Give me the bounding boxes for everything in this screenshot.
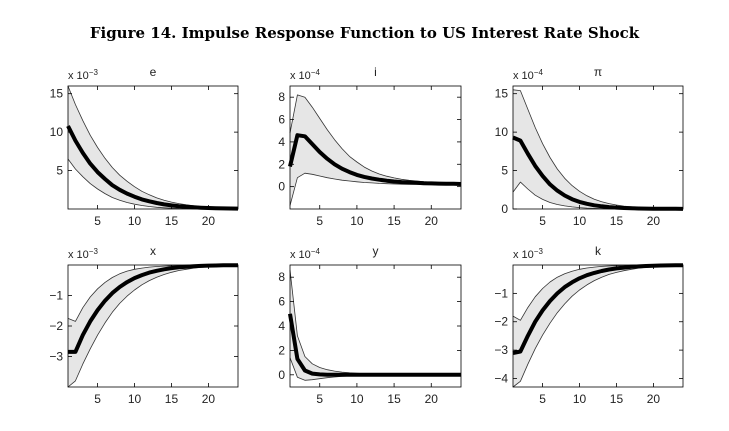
axis-exponent-label: x 10−3 (68, 247, 98, 261)
x-tick-label: 15 (610, 214, 624, 228)
x-tick-label: 15 (387, 392, 401, 406)
axes-frame (289, 85, 462, 210)
axis-exponent-value: −3 (89, 247, 99, 256)
y-tick-label: 4 (278, 319, 285, 333)
y-tick-label: 15 (495, 87, 509, 101)
y-tick-label: 6 (278, 113, 285, 127)
confidence-band (68, 265, 238, 387)
impulse-response-line (66, 125, 239, 211)
panel-2: 5 10 15 20 0 2 4 6 8 x 10−4 i (278, 65, 462, 228)
x-tick-label: 5 (316, 392, 323, 406)
upper-bound-line (289, 269, 461, 376)
y-tick-label: 4 (278, 135, 285, 149)
x-tick-label: 10 (573, 392, 587, 406)
panel-3: 5 10 15 20 0 5 10 15 x 10−4 π (495, 65, 684, 228)
panel-4: 5 10 15 20 −3 −2 −1 x 10−3 x (49, 244, 239, 406)
y-tick-label: 15 (50, 87, 64, 101)
axis-exponent-label: x 10−3 (68, 68, 98, 82)
y-tick-label: 0 (278, 180, 285, 194)
confidence-band (513, 265, 683, 387)
y-tick-label: −1 (494, 286, 508, 300)
x-tick-label: 5 (94, 392, 101, 406)
confidence-band (290, 94, 461, 206)
impulse-response-line (512, 263, 684, 355)
panel-title: y (373, 244, 379, 258)
x-tick-label: 20 (202, 392, 216, 406)
panel-title: x (150, 244, 156, 258)
axis-exponent-value: −4 (311, 247, 321, 256)
confidence-band (513, 89, 683, 209)
y-tick-label: 8 (278, 90, 285, 104)
panel-title: π (594, 65, 602, 79)
panel-title: e (150, 65, 157, 79)
axes-frame (512, 264, 684, 388)
axes-frame (67, 85, 239, 210)
x-tick-label: 10 (573, 214, 587, 228)
x-tick-label: 5 (539, 214, 546, 228)
y-tick-label: −2 (49, 319, 63, 333)
x-tick-label: 10 (128, 392, 142, 406)
y-tick-label: −4 (494, 371, 508, 385)
y-tick-label: 2 (278, 157, 285, 171)
y-tick-label: 5 (501, 164, 508, 178)
x-tick-label: 20 (425, 392, 439, 406)
y-tick-label: −2 (494, 315, 508, 329)
x-tick-label: 5 (316, 214, 323, 228)
panel-title: i (374, 65, 377, 79)
y-tick-label: 8 (278, 270, 285, 284)
y-tick-label: −3 (494, 343, 508, 357)
confidence-band (290, 269, 461, 381)
x-tick-label: 5 (94, 214, 101, 228)
figure-title: Figure 14. Impulse Response Function to … (89, 24, 640, 42)
y-tick-label: 6 (278, 295, 285, 309)
axes-frame (512, 85, 684, 210)
axis-exponent-value: −4 (311, 68, 321, 77)
y-tick-label: 0 (501, 202, 508, 216)
panel-title: k (595, 244, 602, 258)
axis-exponent-value: −3 (534, 247, 544, 256)
x-tick-label: 10 (128, 214, 142, 228)
axis-exponent-label: x 10−4 (290, 247, 320, 261)
axis-exponent-label: x 10−3 (513, 247, 543, 261)
y-tick-label: −1 (49, 289, 63, 303)
axis-exponent-value: −4 (534, 68, 544, 77)
x-tick-label: 15 (165, 214, 179, 228)
x-tick-label: 15 (165, 392, 179, 406)
x-tick-label: 5 (539, 392, 546, 406)
x-tick-label: 15 (387, 214, 401, 228)
panel-5: 5 10 15 20 0 2 4 6 8 x 10−4 y (278, 244, 462, 406)
impulse-response-line (68, 263, 238, 354)
axis-exponent-label: x 10−4 (513, 68, 543, 82)
panel-6: 5 10 15 20 −4 −3 −2 −1 x 10−3 k (494, 244, 684, 406)
confidence-band (68, 86, 238, 209)
x-tick-label: 15 (610, 392, 624, 406)
axis-exponent-label: x 10−4 (290, 68, 320, 82)
panel-1: 5 10 15 20 5 10 15 x 10−3 e (50, 65, 239, 228)
x-tick-label: 20 (202, 214, 216, 228)
x-tick-label: 20 (647, 214, 661, 228)
y-tick-label: −3 (49, 350, 63, 364)
impulse-response-line (288, 133, 462, 186)
x-tick-label: 10 (350, 392, 364, 406)
x-tick-label: 20 (425, 214, 439, 228)
impulse-response-line (288, 313, 461, 377)
x-tick-label: 20 (647, 392, 661, 406)
axis-exponent-value: −3 (89, 68, 99, 77)
y-tick-label: 0 (278, 368, 285, 382)
y-tick-label: 5 (56, 164, 63, 178)
y-tick-label: 10 (50, 125, 64, 139)
y-tick-label: 10 (495, 125, 509, 139)
x-tick-label: 10 (350, 214, 364, 228)
y-tick-label: 2 (278, 343, 285, 357)
